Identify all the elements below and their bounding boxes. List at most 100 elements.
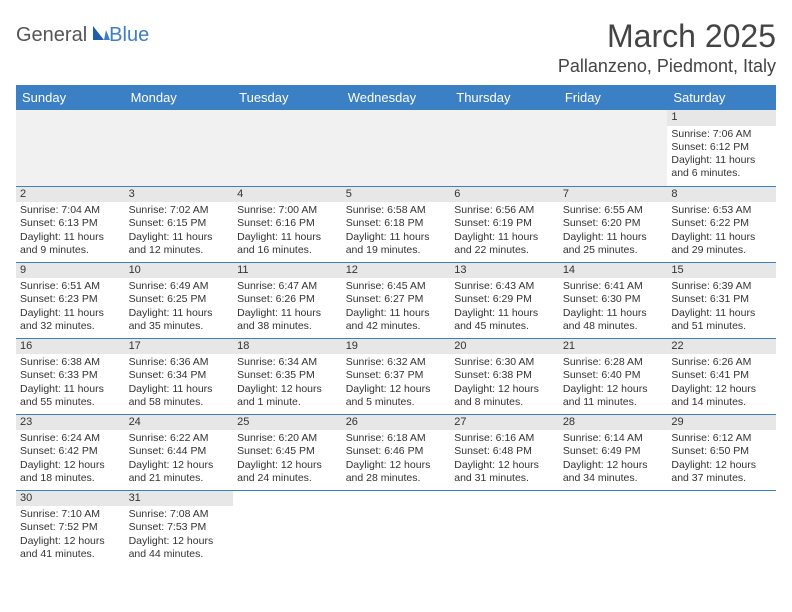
sunset-text: Sunset: 6:31 PM [671,293,772,306]
calendar-day-cell: 18Sunrise: 6:34 AMSunset: 6:35 PMDayligh… [233,338,342,414]
calendar-day-cell: 24Sunrise: 6:22 AMSunset: 6:44 PMDayligh… [125,414,234,490]
sunrise-text: Sunrise: 6:56 AM [454,204,555,217]
day-number: 17 [125,339,234,355]
daylight-text: Daylight: 11 hours and 25 minutes. [563,231,664,257]
sunset-text: Sunset: 6:20 PM [563,217,664,230]
day-details: Sunrise: 6:56 AMSunset: 6:19 PMDaylight:… [450,202,559,261]
calendar-empty-cell [16,110,125,186]
calendar-day-cell: 6Sunrise: 6:56 AMSunset: 6:19 PMDaylight… [450,186,559,262]
sunrise-text: Sunrise: 6:51 AM [20,280,121,293]
sunset-text: Sunset: 6:22 PM [671,217,772,230]
day-details: Sunrise: 6:41 AMSunset: 6:30 PMDaylight:… [559,278,668,337]
sunrise-text: Sunrise: 6:43 AM [454,280,555,293]
sunset-text: Sunset: 6:13 PM [20,217,121,230]
sunrise-text: Sunrise: 6:14 AM [563,432,664,445]
day-number: 4 [233,187,342,203]
daylight-text: Daylight: 12 hours and 44 minutes. [129,535,230,561]
daylight-text: Daylight: 11 hours and 19 minutes. [346,231,447,257]
calendar-day-cell: 8Sunrise: 6:53 AMSunset: 6:22 PMDaylight… [667,186,776,262]
sunrise-text: Sunrise: 6:12 AM [671,432,772,445]
calendar-day-cell: 20Sunrise: 6:30 AMSunset: 6:38 PMDayligh… [450,338,559,414]
daylight-text: Daylight: 11 hours and 35 minutes. [129,307,230,333]
sunrise-text: Sunrise: 6:20 AM [237,432,338,445]
sunrise-text: Sunrise: 7:00 AM [237,204,338,217]
day-details: Sunrise: 6:36 AMSunset: 6:34 PMDaylight:… [125,354,234,413]
day-number: 28 [559,415,668,431]
calendar-day-cell: 12Sunrise: 6:45 AMSunset: 6:27 PMDayligh… [342,262,451,338]
day-number: 1 [667,110,776,126]
calendar-day-cell: 9Sunrise: 6:51 AMSunset: 6:23 PMDaylight… [16,262,125,338]
calendar-empty-cell [233,110,342,186]
day-number: 19 [342,339,451,355]
weekday-header: Wednesday [342,85,451,110]
day-details: Sunrise: 6:49 AMSunset: 6:25 PMDaylight:… [125,278,234,337]
day-details: Sunrise: 7:08 AMSunset: 7:53 PMDaylight:… [125,506,234,565]
sunset-text: Sunset: 6:38 PM [454,369,555,382]
day-number: 30 [16,491,125,507]
weekday-header: Friday [559,85,668,110]
day-details: Sunrise: 7:04 AMSunset: 6:13 PMDaylight:… [16,202,125,261]
calendar-empty-cell [559,490,668,566]
day-details: Sunrise: 6:30 AMSunset: 6:38 PMDaylight:… [450,354,559,413]
sunrise-text: Sunrise: 7:06 AM [671,128,772,141]
calendar-empty-cell [450,490,559,566]
sunset-text: Sunset: 6:49 PM [563,445,664,458]
daylight-text: Daylight: 12 hours and 31 minutes. [454,459,555,485]
calendar-day-cell: 17Sunrise: 6:36 AMSunset: 6:34 PMDayligh… [125,338,234,414]
day-number: 26 [342,415,451,431]
day-number: 25 [233,415,342,431]
day-number: 3 [125,187,234,203]
day-details: Sunrise: 6:51 AMSunset: 6:23 PMDaylight:… [16,278,125,337]
day-details: Sunrise: 6:16 AMSunset: 6:48 PMDaylight:… [450,430,559,489]
sunset-text: Sunset: 7:53 PM [129,521,230,534]
calendar-day-cell: 7Sunrise: 6:55 AMSunset: 6:20 PMDaylight… [559,186,668,262]
sunrise-text: Sunrise: 6:16 AM [454,432,555,445]
day-number: 29 [667,415,776,431]
day-number: 20 [450,339,559,355]
day-details: Sunrise: 6:58 AMSunset: 6:18 PMDaylight:… [342,202,451,261]
calendar-day-cell: 22Sunrise: 6:26 AMSunset: 6:41 PMDayligh… [667,338,776,414]
calendar-day-cell: 15Sunrise: 6:39 AMSunset: 6:31 PMDayligh… [667,262,776,338]
sunset-text: Sunset: 6:37 PM [346,369,447,382]
sunrise-text: Sunrise: 6:55 AM [563,204,664,217]
daylight-text: Daylight: 11 hours and 42 minutes. [346,307,447,333]
sunrise-text: Sunrise: 6:47 AM [237,280,338,293]
sunrise-text: Sunrise: 6:30 AM [454,356,555,369]
daylight-text: Daylight: 11 hours and 29 minutes. [671,231,772,257]
sunset-text: Sunset: 6:46 PM [346,445,447,458]
sunset-text: Sunset: 6:29 PM [454,293,555,306]
logo-sail-icon [91,24,111,47]
day-number: 21 [559,339,668,355]
sunrise-text: Sunrise: 6:45 AM [346,280,447,293]
day-number: 12 [342,263,451,279]
sunrise-text: Sunrise: 6:38 AM [20,356,121,369]
day-number: 31 [125,491,234,507]
day-number: 27 [450,415,559,431]
daylight-text: Daylight: 11 hours and 38 minutes. [237,307,338,333]
day-details: Sunrise: 6:12 AMSunset: 6:50 PMDaylight:… [667,430,776,489]
sunset-text: Sunset: 6:30 PM [563,293,664,306]
weekday-header: Tuesday [233,85,342,110]
daylight-text: Daylight: 12 hours and 28 minutes. [346,459,447,485]
sunrise-text: Sunrise: 6:39 AM [671,280,772,293]
calendar-day-cell: 4Sunrise: 7:00 AMSunset: 6:16 PMDaylight… [233,186,342,262]
title-block: March 2025 Pallanzeno, Piedmont, Italy [558,20,776,77]
sunset-text: Sunset: 6:33 PM [20,369,121,382]
calendar-day-cell: 25Sunrise: 6:20 AMSunset: 6:45 PMDayligh… [233,414,342,490]
calendar-empty-cell [233,490,342,566]
calendar-day-cell: 31Sunrise: 7:08 AMSunset: 7:53 PMDayligh… [125,490,234,566]
day-details: Sunrise: 6:53 AMSunset: 6:22 PMDaylight:… [667,202,776,261]
daylight-text: Daylight: 11 hours and 32 minutes. [20,307,121,333]
calendar-day-cell: 3Sunrise: 7:02 AMSunset: 6:15 PMDaylight… [125,186,234,262]
day-details: Sunrise: 6:34 AMSunset: 6:35 PMDaylight:… [233,354,342,413]
day-details: Sunrise: 6:38 AMSunset: 6:33 PMDaylight:… [16,354,125,413]
daylight-text: Daylight: 12 hours and 11 minutes. [563,383,664,409]
day-details: Sunrise: 7:06 AMSunset: 6:12 PMDaylight:… [667,126,776,185]
day-number: 14 [559,263,668,279]
sunset-text: Sunset: 6:23 PM [20,293,121,306]
calendar-day-cell: 26Sunrise: 6:18 AMSunset: 6:46 PMDayligh… [342,414,451,490]
calendar-week-row: 30Sunrise: 7:10 AMSunset: 7:52 PMDayligh… [16,490,776,566]
logo-text-general: General [16,24,87,47]
sunset-text: Sunset: 6:42 PM [20,445,121,458]
sunrise-text: Sunrise: 6:28 AM [563,356,664,369]
